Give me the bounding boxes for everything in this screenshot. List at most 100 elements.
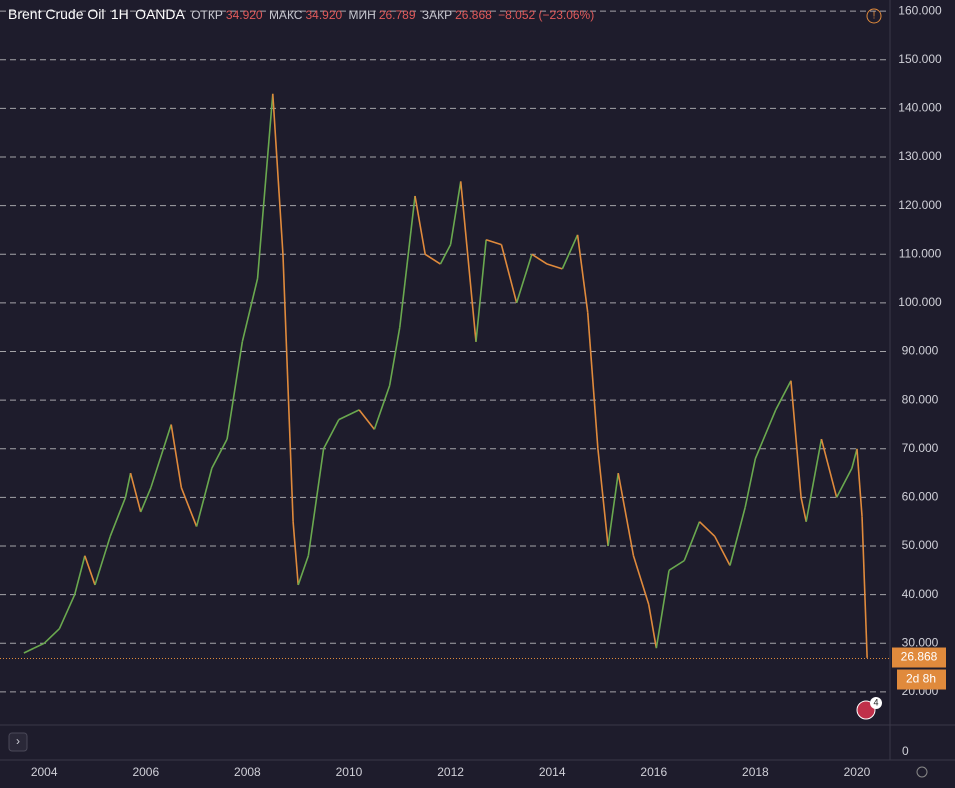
- price-segment: [373, 385, 391, 430]
- alert-mark: !: [873, 11, 876, 22]
- volume-tick-label: 0: [902, 744, 909, 758]
- price-segment: [43, 628, 60, 644]
- price-segment: [358, 409, 376, 430]
- price-segment: [414, 195, 426, 255]
- events-badge: [870, 697, 882, 709]
- price-segment: [271, 93, 284, 255]
- price-segment: [322, 419, 340, 450]
- price-segment: [683, 521, 701, 561]
- price-segment: [805, 438, 823, 522]
- interval: 1H: [110, 6, 129, 22]
- price-segment: [282, 254, 294, 522]
- price-segment: [861, 516, 868, 658]
- last-price-label: 26.868: [901, 650, 938, 664]
- price-segment: [647, 604, 658, 649]
- price-segment: [561, 234, 579, 270]
- x-tick-label: 2020: [844, 765, 871, 779]
- price-segment: [297, 555, 310, 586]
- settings-icon[interactable]: [916, 766, 928, 778]
- price-segment: [449, 181, 462, 245]
- y-tick-label: 70.000: [902, 441, 939, 455]
- x-tick-label: 2016: [640, 765, 667, 779]
- price-segment: [33, 642, 45, 649]
- price-segment: [226, 341, 244, 440]
- price-segment: [109, 497, 127, 537]
- open-value: 34.920: [225, 8, 263, 22]
- price-segment: [655, 570, 670, 649]
- price-segment: [23, 647, 35, 654]
- price-segment: [94, 536, 111, 586]
- x-tick-label: 2008: [234, 765, 261, 779]
- countdown-label: 2d 8h: [906, 672, 936, 686]
- price-segment: [84, 555, 96, 586]
- y-tick-label: 80.000: [902, 392, 939, 406]
- price-segment: [714, 535, 731, 566]
- x-tick-label: 2004: [31, 765, 58, 779]
- price-segment: [485, 238, 502, 246]
- change-value: −8.052 (−23.06%): [498, 8, 595, 22]
- price-segment: [170, 424, 183, 488]
- events-icon[interactable]: [856, 700, 876, 720]
- y-tick-label: 40.000: [902, 587, 939, 601]
- price-segment: [744, 458, 757, 508]
- y-tick-label: 100.000: [898, 295, 942, 309]
- open-label: ОТКР: [191, 8, 223, 22]
- alert-icon[interactable]: [866, 8, 882, 24]
- price-segment: [617, 472, 635, 556]
- y-tick-label: 50.000: [902, 538, 939, 552]
- y-tick-label: 60.000: [902, 490, 939, 504]
- y-tick-label: 120.000: [898, 198, 942, 212]
- price-segment: [790, 380, 802, 498]
- price-segment: [150, 424, 172, 488]
- close-value: 26.868: [455, 8, 492, 22]
- price-segment: [576, 234, 589, 313]
- price-segment: [515, 254, 533, 304]
- price-segment: [307, 448, 325, 556]
- price-segment: [475, 239, 487, 342]
- price-segment: [531, 253, 548, 265]
- price-segment: [398, 195, 416, 328]
- symbol: Brent Crude Oil: [8, 6, 105, 22]
- price-segment: [439, 244, 452, 265]
- price-segment: [546, 263, 563, 270]
- price-segment: [607, 472, 620, 547]
- price-segment: [292, 521, 299, 586]
- price-segment: [500, 244, 518, 304]
- x-tick-label: 2012: [437, 765, 464, 779]
- price-segment: [668, 559, 685, 572]
- price-segment: [256, 93, 274, 279]
- price-segment: [338, 409, 360, 421]
- y-tick-label: 150.000: [898, 52, 942, 66]
- price-segment: [459, 181, 477, 342]
- events-count: 4: [873, 697, 878, 707]
- price-segment: [729, 506, 746, 566]
- x-tick-label: 2014: [539, 765, 566, 779]
- price-segment: [424, 253, 441, 265]
- y-tick-label: 30.000: [902, 635, 939, 649]
- price-segment: [597, 448, 609, 547]
- x-tick-label: 2010: [336, 765, 363, 779]
- price-segment: [180, 487, 198, 527]
- price-segment: [195, 468, 213, 527]
- high-value: 34.920: [305, 8, 343, 22]
- price-segment: [139, 487, 152, 513]
- price-segment: [754, 409, 777, 459]
- x-tick-label: 2018: [742, 765, 769, 779]
- price-segment: [820, 438, 838, 498]
- close-label: ЗАКР: [421, 8, 453, 22]
- price-segment: [211, 438, 228, 469]
- price-segment: [73, 555, 86, 595]
- x-tick-label: 2006: [132, 765, 159, 779]
- expand-button[interactable]: [8, 732, 28, 752]
- countdown-box: [897, 669, 946, 690]
- last-price-box: [892, 647, 946, 668]
- price-segment: [129, 472, 142, 513]
- price-segment: [388, 327, 401, 386]
- y-tick-label: 130.000: [898, 149, 942, 163]
- y-tick-label: 90.000: [902, 344, 939, 358]
- high-label: МАКС: [268, 8, 303, 22]
- price-segment: [124, 472, 132, 498]
